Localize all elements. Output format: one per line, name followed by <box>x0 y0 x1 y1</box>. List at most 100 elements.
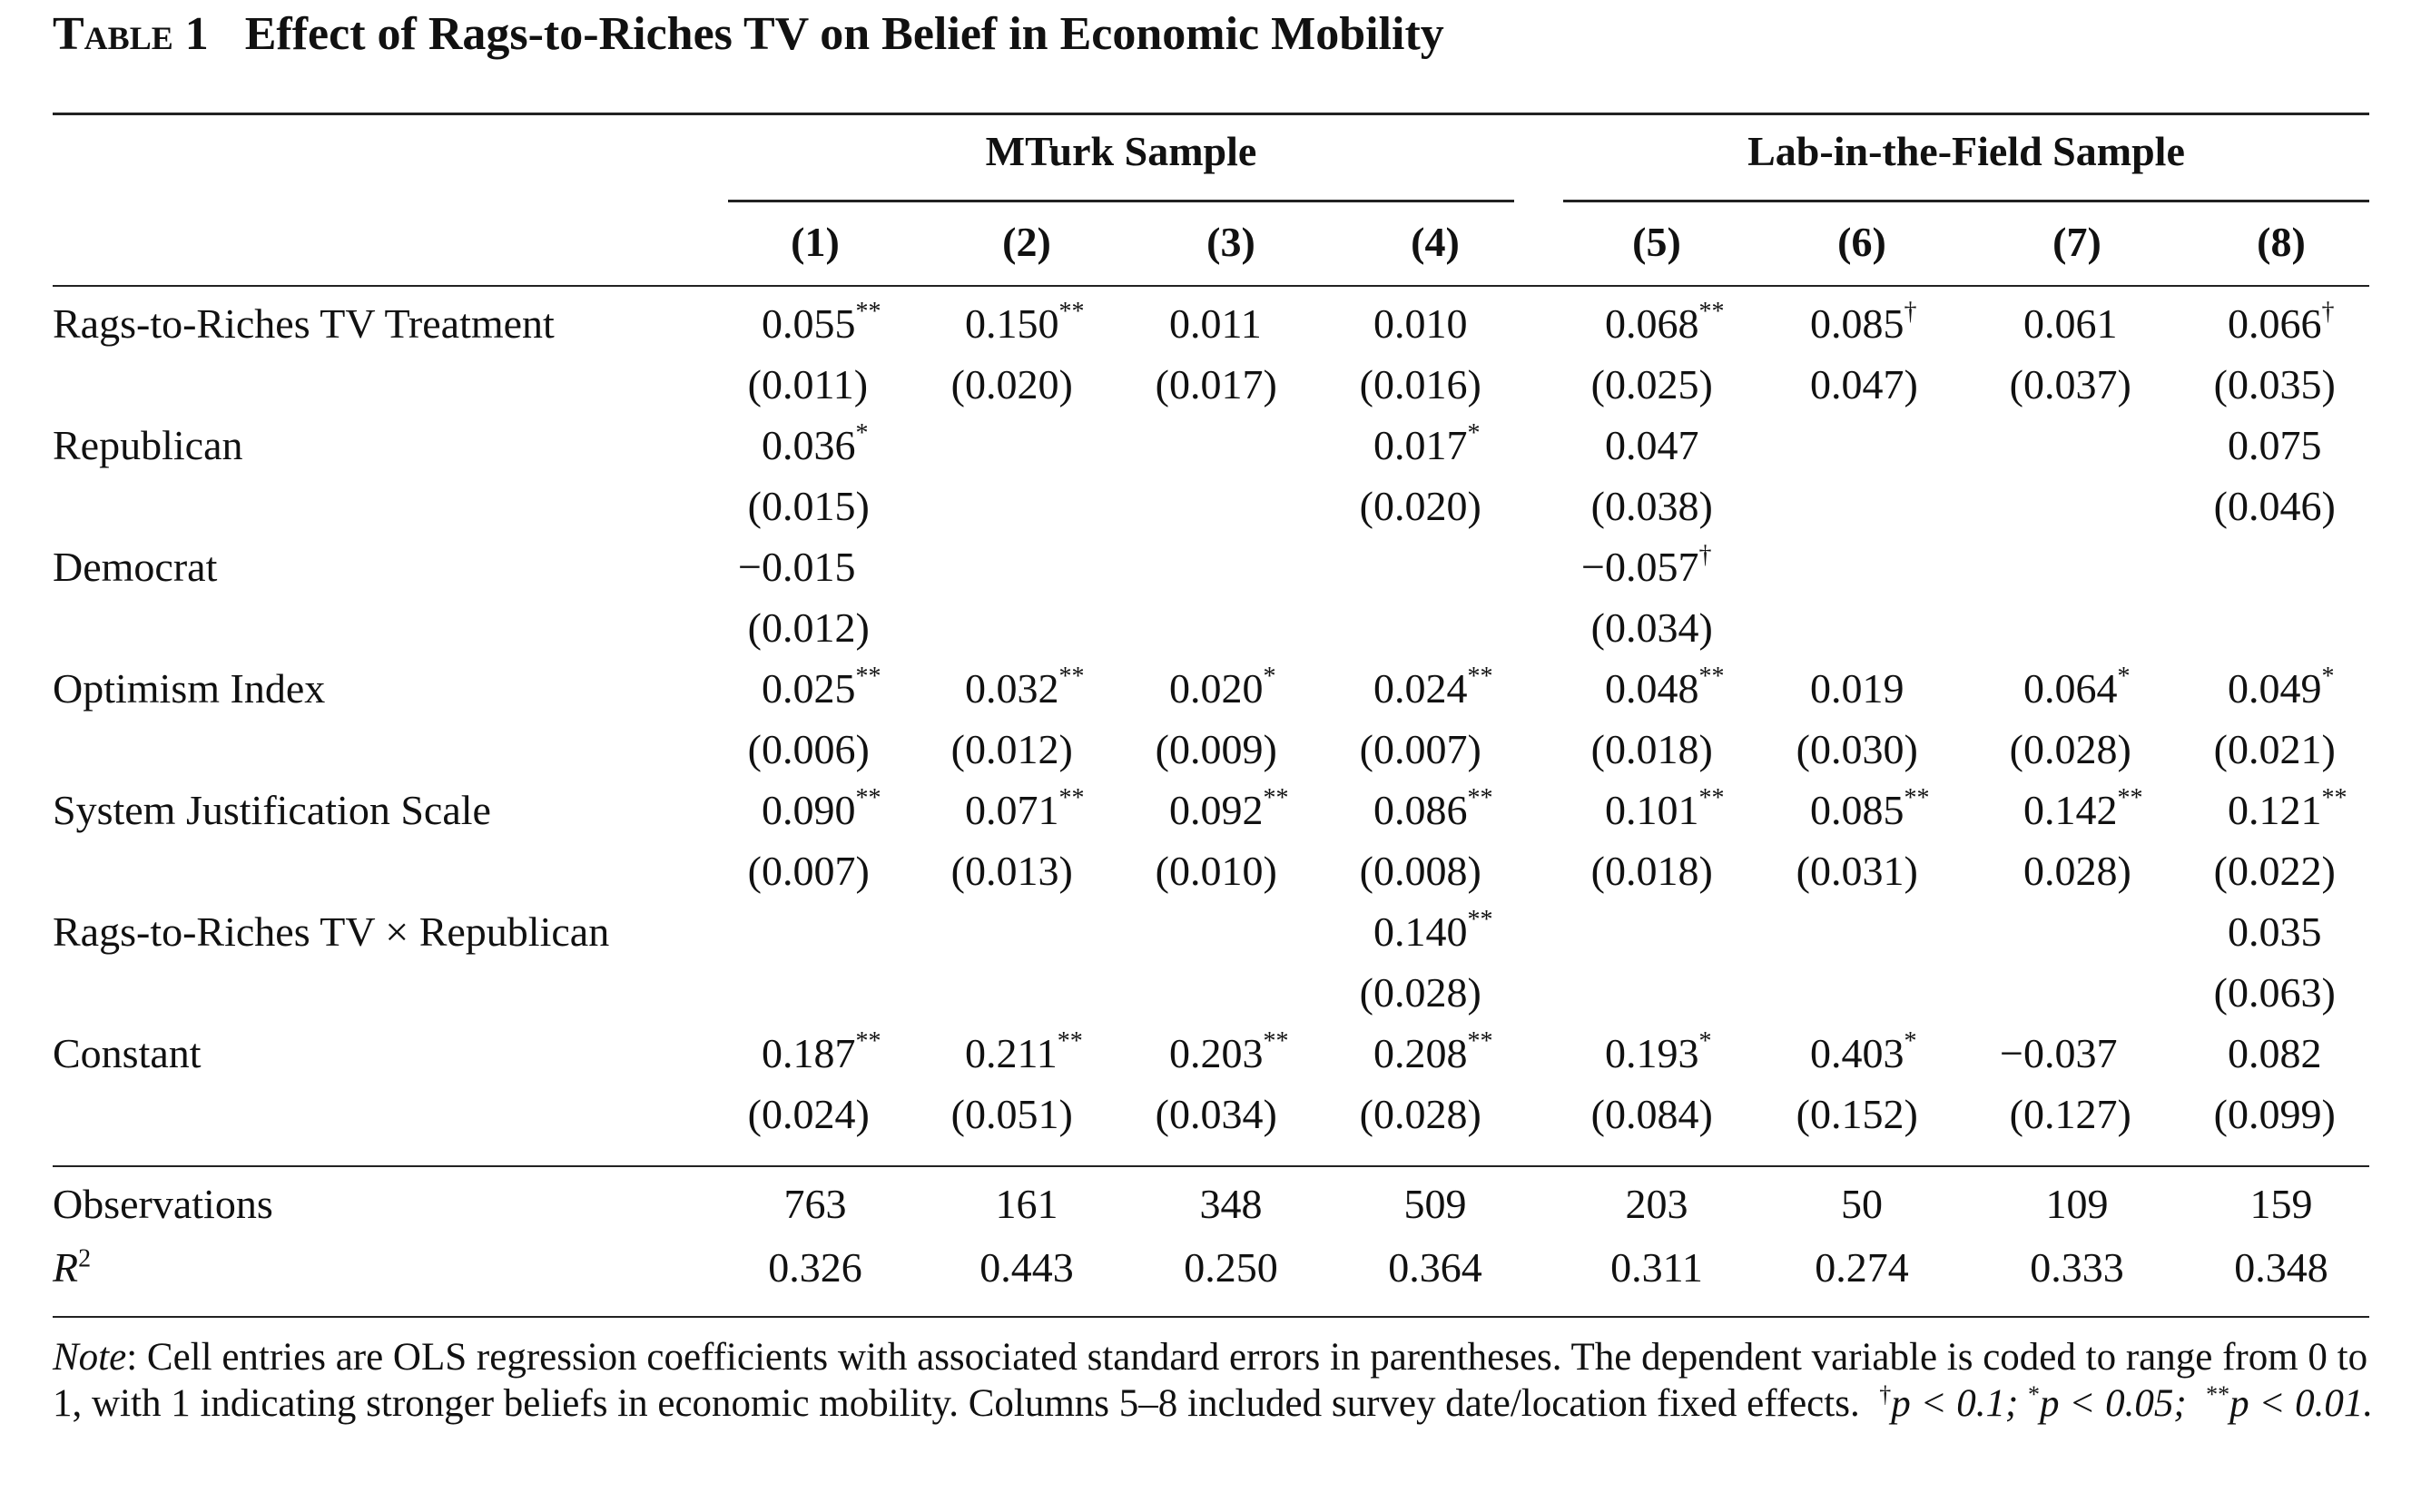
coefficient-cell: 0.048** <box>1605 662 1725 712</box>
coefficient-cell: 0.211** <box>965 1026 1083 1077</box>
coefficient-cell: 0.066† <box>2228 299 2335 348</box>
stat-value: 109 <box>2045 1181 2109 1227</box>
table-number: Table 1 <box>53 8 209 60</box>
cell-value: (0.037) <box>2009 361 2131 407</box>
cell-value: 0.024 <box>1373 665 1468 712</box>
cell-value: (0.030) <box>1796 726 1918 772</box>
cell-value: (0.009) <box>1155 726 1277 772</box>
coefficient-cell: 0.193* <box>1605 1028 1712 1077</box>
coefficient-cell: 0.024** <box>1373 663 1493 712</box>
cell-value: (0.018) <box>1590 848 1713 894</box>
r-squared-symbol: R <box>53 1244 79 1291</box>
cell-value: 0.019 <box>1810 665 1904 712</box>
significance-marker: ** <box>1058 783 1085 812</box>
significance-marker: ** <box>1467 783 1493 812</box>
cell-value: 0.071 <box>965 787 1059 833</box>
significance-marker: ** <box>855 662 881 691</box>
coefficient-cell: 0.049* <box>2228 662 2335 712</box>
cell-value: 0.203 <box>1169 1030 1264 1076</box>
significance-marker: ** <box>1698 783 1725 812</box>
coefficient-cell: 0.064* <box>2023 662 2131 712</box>
header-rule <box>53 285 2369 287</box>
row-label: Republican <box>53 422 243 468</box>
coefficient-cell: 0.068** <box>1605 299 1725 348</box>
coefficient-cell: 0.061 <box>2023 299 2118 348</box>
note-lead: Note <box>53 1336 127 1379</box>
significance-marker: ** <box>1698 297 1725 326</box>
standard-error-cell: (0.024) <box>748 1090 870 1138</box>
cell-value: 0.090 <box>762 787 856 833</box>
group-rule-mturk <box>728 200 1514 202</box>
cell-value: (0.127) <box>2009 1091 2131 1137</box>
significance-marker: ** <box>1904 783 1930 812</box>
stats-rule <box>53 1165 2369 1167</box>
cell-value: 0.048 <box>1605 665 1699 712</box>
cell-value: (0.051) <box>950 1091 1073 1137</box>
standard-error-cell: (0.031) <box>1796 847 1918 895</box>
coefficient-cell: 0.086** <box>1373 783 1493 834</box>
coefficient-cell: 0.140** <box>1373 907 1493 956</box>
cell-value: 0.036 <box>762 422 856 468</box>
cell-value: (0.015) <box>747 483 870 529</box>
note-sig3-text: p < 0.01. <box>2229 1382 2374 1425</box>
cell-value: 0.025 <box>762 665 856 712</box>
stat-value: 203 <box>1625 1181 1688 1227</box>
column-header: (8) <box>2257 219 2306 265</box>
cell-value: (0.028) <box>1359 969 1481 1016</box>
significance-marker: * <box>2117 662 2131 691</box>
cell-value: 0.032 <box>965 665 1059 712</box>
table-note: Note: Cell entries are OLS regression co… <box>53 1334 2377 1427</box>
standard-error-cell: (0.025) <box>1591 360 1713 408</box>
cell-value: 0.064 <box>2023 665 2118 712</box>
coefficient-cell: 0.011 <box>1169 299 1262 348</box>
cell-value: 0.211 <box>965 1030 1058 1076</box>
cell-value: 0.086 <box>1373 787 1468 833</box>
cell-value: 0.047) <box>1810 361 1918 407</box>
standard-error-cell: (0.099) <box>2214 1090 2336 1138</box>
cell-value: (0.011) <box>747 361 869 407</box>
stat-value: 0.348 <box>2234 1244 2328 1291</box>
cell-value: (0.031) <box>1796 848 1918 894</box>
coefficient-cell: 0.019 <box>1810 664 1904 712</box>
significance-marker: * <box>1467 418 1481 447</box>
significance-marker: ** <box>855 1026 881 1055</box>
stat-value: 763 <box>783 1181 847 1227</box>
significance-marker: ** <box>1058 297 1085 326</box>
standard-error-cell: 0.047) <box>1810 360 1918 408</box>
standard-error-cell: (0.021) <box>2214 725 2336 773</box>
coefficient-cell: 0.075 <box>2228 421 2322 469</box>
column-header: (5) <box>1632 219 1681 265</box>
standard-error-cell: (0.012) <box>951 725 1073 773</box>
note-sig1-mark: † <box>1879 1380 1892 1408</box>
cell-value: −0.057 <box>1581 544 1699 590</box>
standard-error-cell: (0.037) <box>2010 360 2131 408</box>
cell-value: 0.208 <box>1373 1030 1468 1076</box>
cell-value: 0.150 <box>965 300 1059 347</box>
significance-marker: * <box>2321 662 2335 691</box>
cell-value: (0.034) <box>1155 1091 1277 1137</box>
coefficient-cell: 0.085** <box>1810 783 1930 834</box>
significance-marker: * <box>855 418 869 447</box>
note-sig3-mark: ** <box>2206 1380 2230 1408</box>
group-header-mturk: MTurk Sample <box>985 128 1257 174</box>
cell-value: 0.082 <box>2228 1030 2322 1076</box>
column-header: (7) <box>2052 219 2101 265</box>
stat-value: 161 <box>995 1181 1058 1227</box>
cell-value: −0.037 <box>2000 1030 2118 1076</box>
coefficient-cell: 0.092** <box>1169 785 1289 834</box>
stat-label: R2 <box>53 1243 91 1291</box>
row-label: Constant <box>53 1030 202 1076</box>
significance-marker: ** <box>1057 1026 1083 1055</box>
standard-error-cell: (0.022) <box>2214 847 2336 895</box>
coefficient-cell: 0.101** <box>1605 783 1725 834</box>
significance-marker: ** <box>1698 662 1725 691</box>
cell-value: 0.017 <box>1373 422 1468 468</box>
significance-marker: * <box>1904 1026 1917 1055</box>
row-label: Democrat <box>53 544 218 590</box>
standard-error-cell: (0.007) <box>748 847 870 895</box>
top-rule <box>53 113 2369 115</box>
standard-error-cell: (0.051) <box>951 1090 1073 1138</box>
cell-value: 0.010 <box>1373 300 1468 347</box>
cell-value: (0.038) <box>1590 483 1713 529</box>
coefficient-cell: −0.057† <box>1581 542 1711 591</box>
